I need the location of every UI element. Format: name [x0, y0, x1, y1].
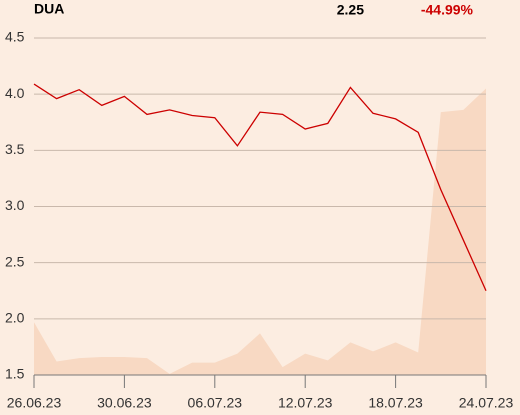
price-line — [33, 83, 487, 292]
y-tick-label: 2.0 — [5, 310, 25, 326]
chart-title: DUA — [34, 1, 64, 17]
x-tick-label: 12.07.23 — [278, 395, 333, 411]
y-tick-label: 3.5 — [5, 141, 25, 157]
x-tick-label: 24.07.23 — [459, 395, 514, 411]
x-tick-label: 26.06.23 — [7, 395, 62, 411]
y-tick-label: 1.5 — [5, 366, 25, 382]
volume-area — [34, 88, 486, 376]
change: -44.99% — [421, 2, 474, 18]
y-tick-label: 4.0 — [5, 85, 25, 101]
y-tick-label: 2.5 — [5, 253, 25, 269]
x-tick-label: 06.07.23 — [188, 395, 243, 411]
x-tick-label: 30.06.23 — [97, 395, 152, 411]
x-tick-label: 18.07.23 — [368, 395, 423, 411]
price: 2.25 — [337, 2, 364, 18]
y-tick-label: 3.0 — [5, 197, 25, 213]
y-tick-label: 4.5 — [5, 29, 25, 45]
